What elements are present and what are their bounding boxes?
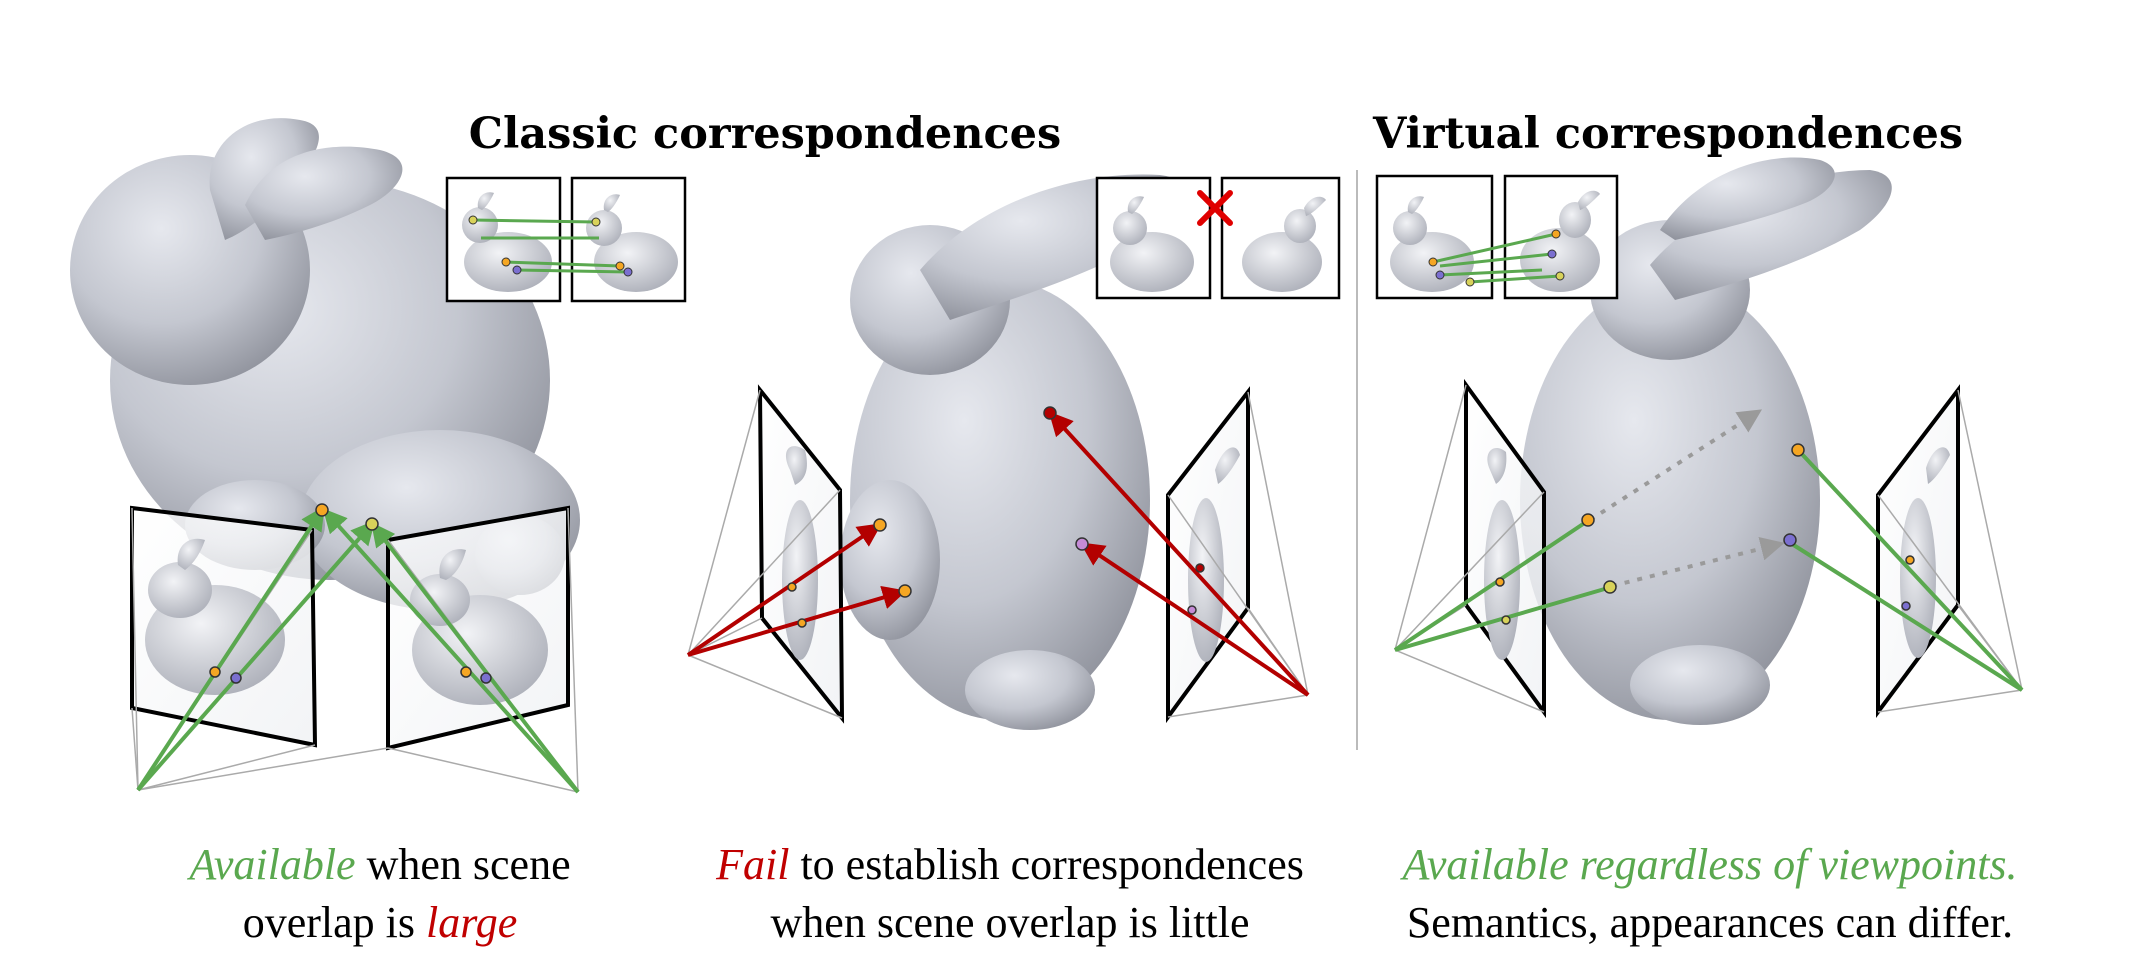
right-dotted-links (1588, 409, 1785, 588)
caption-middle-text-2: when scene overlap is little (770, 898, 1250, 947)
caption-middle-text-1: to establish correspondences (789, 840, 1304, 889)
middle-keypoints (787, 406, 1205, 628)
virtual-image-pair-inset-icon (1375, 174, 1619, 300)
right-camera-frustum-2 (1876, 384, 2023, 719)
caption-right-highlight: Available regardless of viewpoints. (1402, 840, 2018, 889)
caption-right-text-2: Semantics, appearances can differ. (1406, 898, 2014, 947)
caption-middle-highlight: Fail (716, 840, 790, 889)
left-camera-frustum-1 (130, 505, 318, 791)
caption-left-text-1: when scene (355, 840, 571, 889)
classic-title: Classic correspondences (469, 109, 1062, 159)
right-bunny-mesh-icon (1520, 157, 1892, 725)
caption-right: Available regardless of viewpoints. Sema… (1345, 836, 2075, 952)
left-camera-frustum-2 (137, 505, 579, 793)
right-keypoints (1495, 443, 1915, 625)
caption-left-text-2: overlap is (242, 898, 427, 947)
middle-failed-rays (686, 411, 1310, 697)
caption-left-emphasis: large (426, 898, 518, 947)
left-keypoints (209, 503, 492, 684)
fail-cross-icon (1197, 190, 1233, 226)
caption-left: Available when scene overlap is large (100, 836, 660, 952)
middle-camera-frustum-2 (1166, 386, 1309, 724)
classic-image-pair-inset-icon (445, 176, 687, 303)
left-correspondence-rays (136, 505, 580, 794)
right-camera-frustum-1 (1394, 378, 1546, 719)
middle-camera-frustum-1 (687, 384, 845, 724)
failed-image-pair-inset-icon (1095, 176, 1341, 300)
caption-left-highlight: Available (189, 840, 356, 889)
virtual-title: Virtual correspondences (1372, 109, 1963, 159)
caption-middle: Fail to establish correspondences when s… (660, 836, 1360, 952)
right-virtual-rays (1393, 450, 2024, 692)
